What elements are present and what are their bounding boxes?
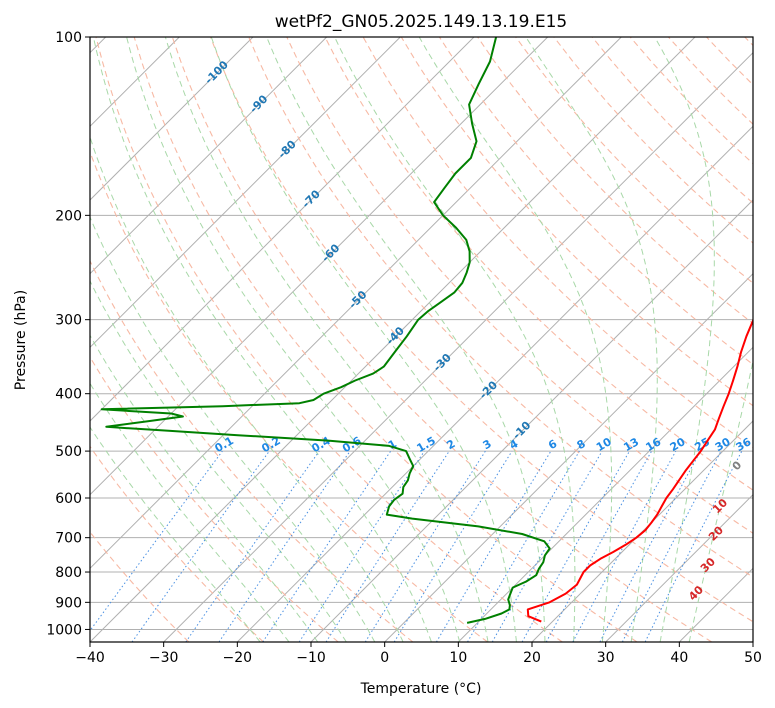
isotherm-line bbox=[90, 37, 549, 496]
plot-frame bbox=[89, 36, 754, 643]
isotherm-line bbox=[90, 37, 475, 422]
mixing-ratio-line bbox=[545, 450, 653, 642]
isotherm-line bbox=[163, 51, 753, 642]
x-tick-label: 30 bbox=[597, 650, 615, 666]
moist-adiabat-line bbox=[126, 37, 461, 642]
dewpoint-profile-line bbox=[100, 37, 551, 624]
y-tick-label: 600 bbox=[55, 491, 82, 507]
dry-adiabat-line bbox=[90, 445, 264, 642]
mixing-ratio-label: 36 bbox=[734, 435, 754, 454]
x-axis-title: Temperature (°C) bbox=[360, 681, 482, 697]
moist-adiabat-line bbox=[90, 382, 290, 642]
x-tick-label: 10 bbox=[449, 650, 467, 666]
isotherm-line bbox=[90, 37, 328, 275]
mixing-ratio-line bbox=[298, 450, 425, 642]
dry-adiabat-line bbox=[286, 37, 753, 534]
moist-adiabat-line bbox=[525, 37, 658, 642]
y-tick-label: 700 bbox=[55, 531, 82, 547]
mixing-ratio-line bbox=[90, 450, 223, 632]
dry-adiabat-line bbox=[90, 356, 339, 642]
moist-adiabat-line bbox=[418, 37, 613, 642]
mixing-ratio-line bbox=[521, 450, 630, 642]
x-tick-label: 50 bbox=[744, 650, 762, 666]
y-axis-title: Pressure (hPa) bbox=[13, 290, 29, 390]
mixing-ratio-line bbox=[185, 450, 320, 642]
mixing-ratio-line bbox=[393, 450, 513, 642]
x-tick-label: 20 bbox=[523, 650, 541, 666]
x-tick-label: 0 bbox=[380, 650, 389, 666]
y-tick-label: 1000 bbox=[46, 622, 82, 638]
moist-adiabat-line bbox=[90, 426, 261, 642]
mixing-ratio-line bbox=[131, 450, 270, 642]
isotherm-line bbox=[457, 346, 753, 642]
y-tick-label: 500 bbox=[55, 444, 82, 460]
moist-adiabat-line bbox=[654, 37, 715, 642]
y-tick-label: 900 bbox=[55, 595, 82, 611]
y-tick-label: 300 bbox=[55, 313, 82, 329]
y-tick-label: 800 bbox=[55, 565, 82, 581]
isotherm-line bbox=[90, 37, 696, 642]
chart-title: wetPf2_GN05.2025.149.13.19.E15 bbox=[275, 12, 567, 32]
dry-adiabat-line bbox=[209, 37, 753, 623]
moist-adiabat-line bbox=[688, 358, 753, 642]
mixing-ratio-line bbox=[325, 450, 450, 642]
x-tick-label: −30 bbox=[149, 650, 179, 666]
moist-adiabat-line bbox=[90, 135, 404, 642]
dry-adiabat-line bbox=[95, 37, 563, 642]
y-tick-label: 100 bbox=[55, 30, 82, 46]
moist-adiabat-line bbox=[210, 37, 517, 642]
dry-adiabat-line bbox=[515, 37, 753, 284]
mixing-ratio-line bbox=[262, 450, 392, 642]
temperature-profile-line bbox=[526, 318, 753, 623]
isotherm-line bbox=[384, 272, 753, 642]
moist-adiabat-line bbox=[164, 37, 489, 642]
isotherm-line bbox=[90, 37, 622, 570]
x-tick-label: −10 bbox=[296, 650, 326, 666]
x-tick-label: −40 bbox=[75, 650, 105, 666]
isotherm-line bbox=[605, 493, 753, 642]
isotherm-line bbox=[90, 37, 401, 349]
moist-adiabat-line bbox=[92, 37, 432, 642]
dry-adiabat-line bbox=[324, 37, 753, 491]
dry-adiabat-line bbox=[90, 259, 414, 642]
moist-adiabat-line bbox=[90, 215, 376, 642]
dry-adiabat-line bbox=[171, 37, 712, 642]
mixing-ratio-line bbox=[644, 450, 743, 642]
x-tick-label: −20 bbox=[223, 650, 253, 666]
x-tick-label: 40 bbox=[670, 650, 688, 666]
y-tick-label: 200 bbox=[55, 208, 82, 224]
y-tick-label: 400 bbox=[55, 387, 82, 403]
dry-adiabat-line bbox=[248, 37, 753, 578]
isotherm-line bbox=[90, 37, 254, 201]
mixing-ratio-line bbox=[218, 450, 351, 642]
isotherm-line bbox=[236, 125, 753, 642]
moist-adiabat-line bbox=[90, 334, 319, 642]
mixing-ratio-line bbox=[572, 450, 677, 642]
moist-adiabat-line bbox=[266, 37, 546, 642]
moist-adiabat-line bbox=[334, 37, 576, 642]
